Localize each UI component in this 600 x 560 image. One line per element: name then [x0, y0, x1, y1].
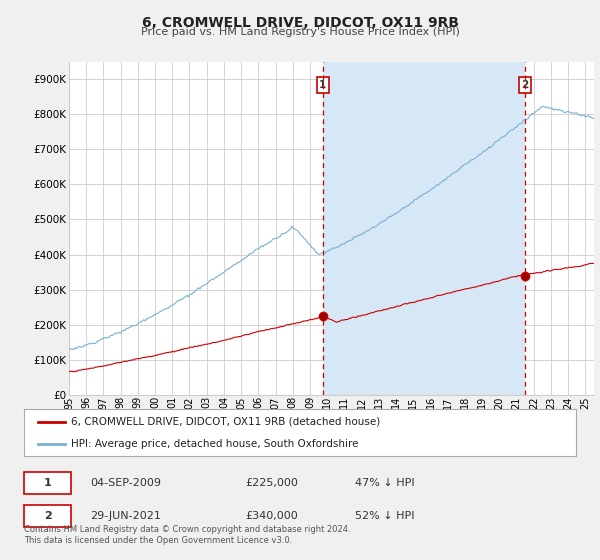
Text: 52% ↓ HPI: 52% ↓ HPI — [355, 511, 415, 521]
Text: £340,000: £340,000 — [245, 511, 298, 521]
Text: 2: 2 — [44, 511, 52, 521]
Text: 04-SEP-2009: 04-SEP-2009 — [90, 478, 161, 488]
Text: 1: 1 — [44, 478, 52, 488]
Text: Price paid vs. HM Land Registry's House Price Index (HPI): Price paid vs. HM Land Registry's House … — [140, 27, 460, 37]
Text: 2: 2 — [521, 80, 529, 90]
Text: 6, CROMWELL DRIVE, DIDCOT, OX11 9RB: 6, CROMWELL DRIVE, DIDCOT, OX11 9RB — [142, 16, 458, 30]
Bar — [323, 62, 525, 395]
Text: HPI: Average price, detached house, South Oxfordshire: HPI: Average price, detached house, Sout… — [71, 438, 358, 449]
Text: 29-JUN-2021: 29-JUN-2021 — [90, 511, 161, 521]
FancyBboxPatch shape — [24, 473, 71, 494]
Text: 47% ↓ HPI: 47% ↓ HPI — [355, 478, 415, 488]
Text: £225,000: £225,000 — [245, 478, 298, 488]
Text: 1: 1 — [319, 80, 326, 90]
Text: 6, CROMWELL DRIVE, DIDCOT, OX11 9RB (detached house): 6, CROMWELL DRIVE, DIDCOT, OX11 9RB (det… — [71, 417, 380, 427]
FancyBboxPatch shape — [24, 505, 71, 527]
Text: Contains HM Land Registry data © Crown copyright and database right 2024.
This d: Contains HM Land Registry data © Crown c… — [24, 525, 350, 545]
